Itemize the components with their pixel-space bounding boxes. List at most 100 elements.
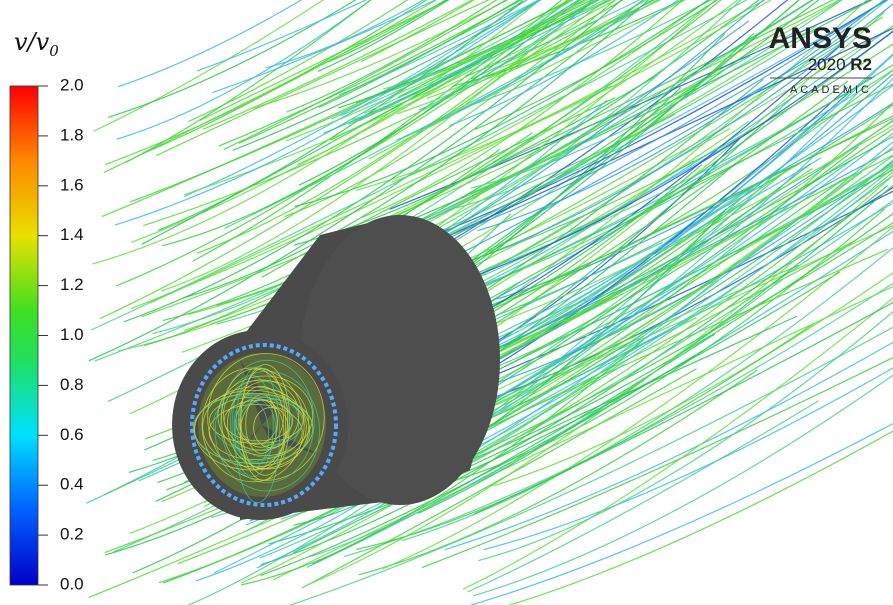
streamline [196,0,595,254]
streamline [188,0,409,122]
streamline [265,0,425,69]
streamline [183,0,542,198]
streamline [428,30,893,293]
tick-label: 0.2 [60,525,84,544]
tick-label: 0.0 [60,574,84,593]
swirl [234,366,280,504]
streamline [472,374,893,597]
lip-edge [190,343,338,507]
streamline [268,271,840,545]
swirl [209,396,304,444]
streamline [91,0,748,331]
streamline [103,0,450,173]
streamline [256,141,893,569]
swirl [237,398,303,446]
streamline [114,0,541,226]
streamline [330,0,528,120]
tick-label: 1.6 [60,175,84,194]
tick-label: 1.2 [60,275,84,294]
streamline [155,0,490,157]
streamline [162,0,568,247]
swirl [233,388,300,458]
streamline [467,222,893,459]
streamline [143,20,597,227]
tick-label: 1.8 [60,125,84,144]
streamline [419,167,893,475]
streamline [474,0,719,130]
streamline [314,0,722,253]
streamline [241,339,644,586]
swirl [208,404,303,461]
swirl [223,379,300,451]
swirl [231,375,274,477]
streamline [212,0,437,94]
streamline [343,282,893,558]
streamline [453,115,893,322]
streamline [363,0,887,262]
streamline [312,174,893,584]
streamline [468,422,893,605]
swirl [220,359,315,483]
tick-label: 1.4 [60,225,84,244]
colorbar-ticks: 0.0 0.2 0.4 0.6 0.8 1.0 1.2 1.4 1.6 1.8 2.0 [38,75,84,593]
streamline [158,0,524,231]
streamline [301,368,697,589]
streamline [286,0,498,113]
streamline [391,0,710,183]
streamline [470,0,843,189]
streamline [418,0,597,111]
swirl [202,386,307,468]
streamline [478,310,893,562]
streamline [444,341,893,551]
streamline [507,430,893,605]
streamline [403,0,814,230]
streamline [317,0,450,72]
streamline [496,102,893,300]
swirl [221,368,289,470]
streamline [383,0,599,90]
streamline [499,0,656,69]
swirl [237,401,270,468]
colorbar-label: v/v0 [14,28,59,60]
streamline [349,0,583,121]
streamline [401,247,893,542]
streamline [358,0,580,122]
streamline [108,0,357,118]
streamline [232,0,542,151]
streamline [358,369,758,576]
swirl [226,380,310,470]
streamline [468,159,893,427]
tick-label: 1.0 [60,325,84,344]
streamline [149,85,612,304]
streamline [288,326,893,605]
streamline [360,0,475,63]
streamline [482,124,893,330]
streamline [493,272,893,487]
streamline [416,199,893,489]
streamline [309,278,784,558]
streamline [447,117,893,331]
nacelle-rear [300,215,500,505]
streamline [199,0,450,121]
streamline [323,0,600,134]
streamline [426,0,662,99]
streamline [93,0,325,132]
streamline [384,20,750,240]
streamline [445,119,893,368]
streamline [382,226,893,570]
streamline [202,0,474,130]
tick-label: 2.0 [60,75,84,94]
streamline [123,0,623,323]
streamline [397,0,887,254]
streamline [183,0,650,299]
streamline [450,43,893,268]
streamline [491,148,893,351]
swirl [192,393,314,464]
streamline [445,3,893,270]
streamline [260,355,695,577]
streamline [421,356,893,569]
streamline [141,0,841,318]
streamline [142,0,428,155]
streamline [477,0,885,232]
